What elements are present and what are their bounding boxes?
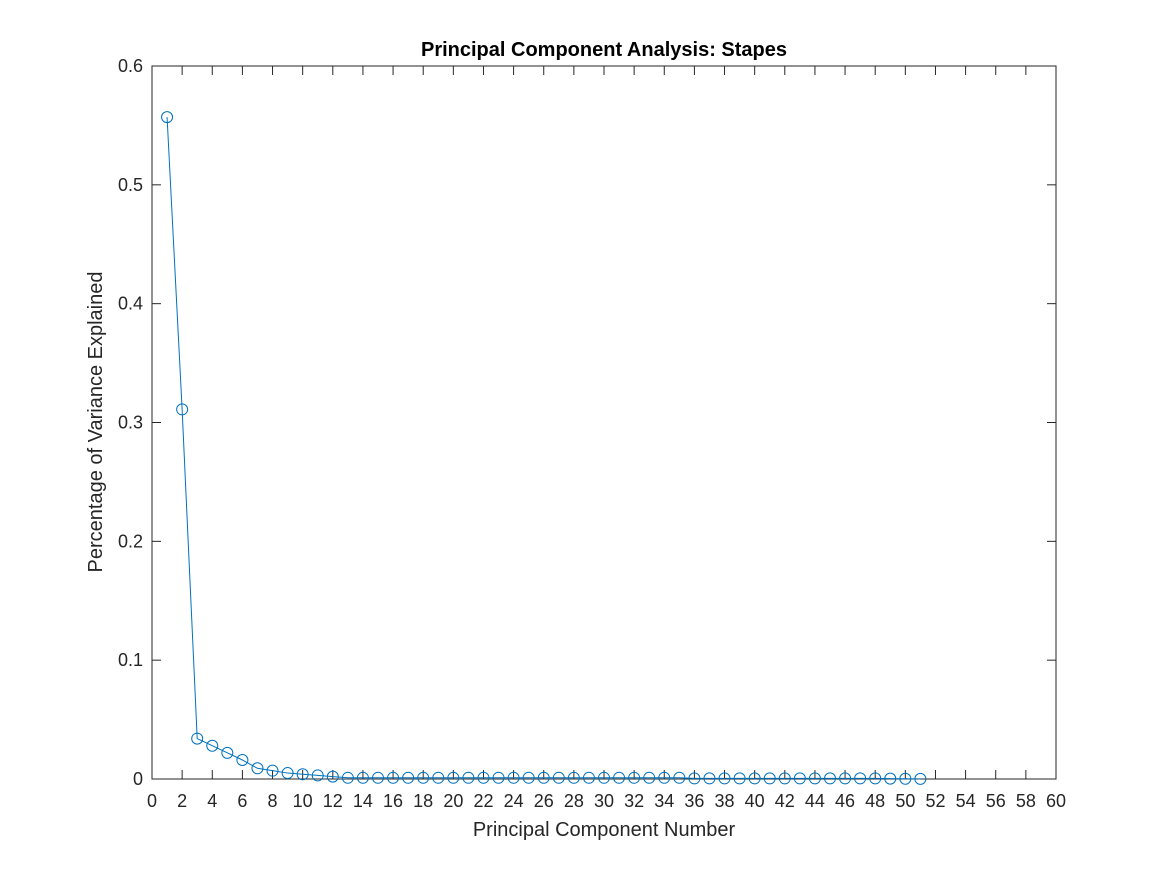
x-tick-label: 18 — [413, 791, 433, 811]
data-point — [688, 772, 701, 785]
data-point — [718, 772, 731, 785]
data-point — [206, 739, 219, 752]
ticks-layer: 0 2 4 6 8 10 12 14 16 18 20 22 24 26 28 30 32 34 36 38 40 42 4… — [118, 56, 1066, 811]
x-tick-label: 38 — [715, 791, 735, 811]
x-tick-label: 56 — [986, 791, 1006, 811]
x-tick-label: 0 — [147, 791, 157, 811]
y-tick-label: 0.1 — [118, 650, 143, 670]
markers-layer — [161, 111, 927, 785]
data-point — [899, 772, 912, 785]
data-point — [537, 771, 550, 784]
data-point — [356, 771, 369, 784]
data-point — [236, 753, 249, 766]
y-tick-label: 0 — [133, 769, 143, 789]
data-point — [914, 772, 927, 785]
y-tick-label: 0.6 — [118, 56, 143, 76]
data-point — [839, 772, 852, 785]
data-point — [191, 732, 204, 745]
x-tick-label: 50 — [895, 791, 915, 811]
data-point — [387, 771, 400, 784]
y-tick-label: 0.2 — [118, 531, 143, 551]
x-tick-label: 46 — [835, 791, 855, 811]
x-tick-label: 6 — [237, 791, 247, 811]
data-point — [432, 771, 445, 784]
y-tick-label: 0.5 — [118, 175, 143, 195]
x-tick-label: 4 — [207, 791, 217, 811]
data-point — [372, 771, 384, 784]
data-point — [778, 772, 791, 785]
x-tick-label: 16 — [383, 791, 403, 811]
x-tick-label: 2 — [177, 791, 187, 811]
data-point — [492, 771, 505, 784]
x-tick-label: 10 — [293, 791, 313, 811]
x-tick-label: 40 — [745, 791, 765, 811]
data-point — [281, 767, 294, 780]
x-tick-label: 54 — [956, 791, 976, 811]
x-axis-label: Principal Component Number — [473, 819, 736, 841]
data-point — [748, 772, 761, 785]
x-tick-label: 14 — [353, 791, 373, 811]
data-point — [462, 771, 475, 784]
data-point — [628, 771, 641, 784]
data-point — [673, 771, 686, 784]
x-tick-label: 8 — [268, 791, 278, 811]
x-tick-label: 12 — [323, 791, 343, 811]
data-point — [417, 771, 430, 784]
x-tick-label: 24 — [504, 791, 524, 811]
data-point — [507, 771, 520, 784]
x-tick-label: 30 — [594, 791, 614, 811]
x-tick-label: 28 — [564, 791, 584, 811]
x-tick-label: 36 — [684, 791, 704, 811]
chart-title: Principal Component Analysis: Stapes — [421, 39, 787, 61]
x-tick-label: 22 — [473, 791, 493, 811]
x-tick-label: 26 — [534, 791, 554, 811]
x-tick-label: 48 — [865, 791, 885, 811]
data-point — [477, 771, 490, 784]
data-point — [221, 746, 234, 759]
x-tick-label: 42 — [775, 791, 795, 811]
data-point — [854, 772, 867, 785]
data-point — [266, 764, 279, 777]
y-tick-label: 0.3 — [118, 413, 143, 433]
x-tick-label: 32 — [624, 791, 644, 811]
data-point — [658, 771, 671, 784]
data-point — [402, 771, 415, 784]
data-point — [582, 771, 595, 784]
data-point — [763, 772, 776, 785]
x-tick-label: 44 — [805, 791, 825, 811]
data-point — [176, 403, 189, 416]
data-point — [793, 772, 806, 785]
x-tick-label: 58 — [1016, 791, 1036, 811]
data-point — [326, 770, 339, 783]
data-point — [567, 771, 580, 784]
x-tick-label: 52 — [925, 791, 945, 811]
data-point — [613, 771, 626, 784]
data-point — [161, 111, 174, 124]
data-point — [703, 772, 716, 785]
plot-area-frame — [151, 65, 1057, 780]
data-point — [296, 768, 309, 781]
x-tick-label: 20 — [443, 791, 463, 811]
data-point — [808, 772, 821, 785]
data-point — [824, 772, 836, 785]
data-point — [643, 771, 656, 784]
y-tick-label: 0.4 — [118, 294, 143, 314]
data-point — [869, 772, 882, 785]
data-point — [251, 762, 264, 775]
x-tick-label: 60 — [1046, 791, 1066, 811]
y-axis-label: Percentage of Variance Explained — [85, 272, 107, 573]
x-tick-label: 34 — [654, 791, 674, 811]
data-point — [552, 771, 565, 784]
data-point — [733, 772, 746, 785]
series-line — [166, 117, 921, 780]
data-point — [447, 771, 460, 784]
data-point — [598, 771, 610, 784]
data-point — [311, 769, 324, 782]
data-point — [522, 771, 535, 784]
data-point — [341, 771, 354, 784]
data-point — [884, 772, 897, 785]
